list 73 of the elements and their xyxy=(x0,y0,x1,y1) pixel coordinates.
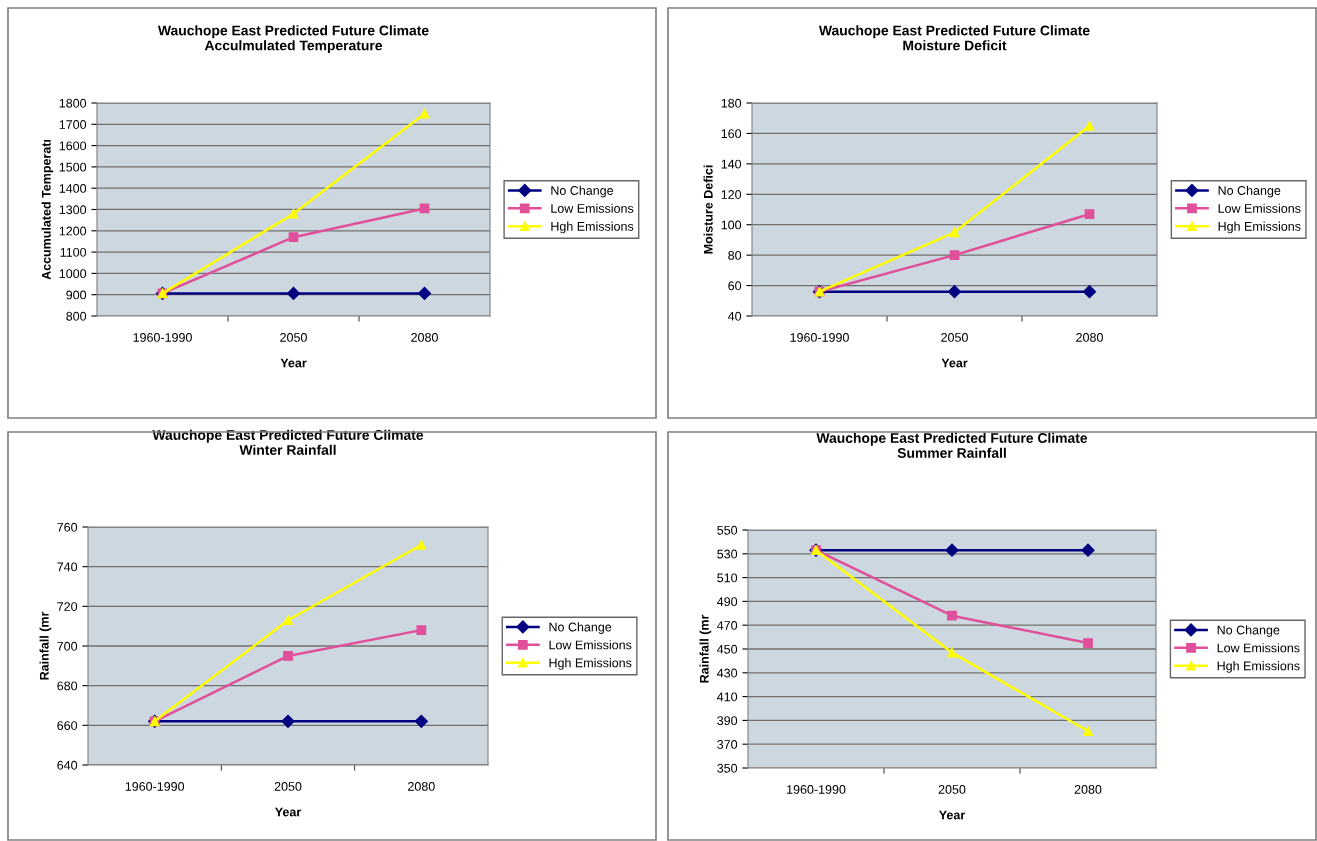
x-axis-title: Year xyxy=(280,358,307,368)
legend-label: Hgh Emissions xyxy=(1217,661,1300,673)
x-tick-label: 1960-1990 xyxy=(790,333,849,342)
y-tick-label: 350 xyxy=(717,763,738,773)
legend-label: No Change xyxy=(1217,625,1280,637)
y-tick-label: 120 xyxy=(721,190,742,199)
legend-label: Hgh Emissions xyxy=(549,658,632,670)
legend-label: Hgh Emissions xyxy=(551,221,634,234)
y-tick-label: 760 xyxy=(57,522,78,532)
y-axis-title: Moisture Defici xyxy=(703,165,713,254)
y-tick-label: 550 xyxy=(717,525,738,535)
chart-title: Wauchope East Predicted Future Climate Summer Rainfall xyxy=(816,432,1088,458)
y-tick-label: 1700 xyxy=(59,120,87,129)
x-tick-label: 2080 xyxy=(1076,333,1103,342)
y-tick-label: 530 xyxy=(717,549,738,559)
y-tick-label: 720 xyxy=(57,602,78,611)
legend-label: Low Emissions xyxy=(1217,643,1300,653)
y-tick-label: 900 xyxy=(66,290,87,300)
y-tick-label: 740 xyxy=(57,562,78,572)
chart-title: Wauchope East Predicted Future Climate Moisture Deficit xyxy=(818,25,1090,51)
y-tick-label: 140 xyxy=(721,159,742,169)
legend-label: No Change xyxy=(551,185,614,198)
y-tick-label: 160 xyxy=(721,129,742,139)
legend-label: Low Emissions xyxy=(1218,203,1301,213)
x-tick-label: 2050 xyxy=(274,782,302,791)
y-axis-title: Rainfall (mr xyxy=(699,614,712,683)
y-tick-label: 1000 xyxy=(59,269,87,279)
y-tick-label: 60 xyxy=(728,281,742,291)
y-tick-label: 800 xyxy=(66,311,87,321)
legend-label: Low Emissions xyxy=(549,640,632,650)
legend-label: No Change xyxy=(549,622,612,634)
y-tick-label: 1500 xyxy=(59,162,87,172)
y-tick-label: 1800 xyxy=(59,98,87,108)
y-tick-label: 640 xyxy=(57,760,78,770)
x-tick-label: 2050 xyxy=(280,333,307,342)
legend-label: No Change xyxy=(1218,185,1281,198)
x-tick-label: 2050 xyxy=(938,785,966,794)
y-tick-label: 470 xyxy=(717,621,738,630)
y-tick-label: 1100 xyxy=(60,247,87,257)
y-tick-label: 1300 xyxy=(59,205,87,215)
y-tick-label: 1400 xyxy=(59,184,87,193)
x-axis-title: Year xyxy=(941,358,968,368)
y-tick-label: 410 xyxy=(717,692,738,702)
y-axis-title: Rainfall (mr xyxy=(39,611,52,680)
legend-label: Hgh Emissions xyxy=(1218,221,1301,234)
x-tick-label: 2080 xyxy=(408,782,435,791)
y-tick-label: 1600 xyxy=(59,141,87,151)
chart-title: Wauchope East Predicted Future Climate Winter Rainfall xyxy=(152,429,424,455)
chart-title: Wauchope East Predicted Future Climate Acculmulated Temperature xyxy=(157,25,429,54)
y-tick-label: 510 xyxy=(717,573,738,583)
y-tick-label: 370 xyxy=(717,740,738,749)
y-tick-label: 450 xyxy=(717,644,738,654)
y-tick-label: 680 xyxy=(57,681,78,691)
y-tick-label: 1200 xyxy=(59,226,87,236)
y-tick-label: 390 xyxy=(717,716,738,726)
x-tick-label: 2080 xyxy=(411,333,438,342)
y-tick-label: 490 xyxy=(717,597,738,607)
x-tick-label: 2080 xyxy=(1074,785,1102,794)
x-tick-label: 2050 xyxy=(941,333,968,342)
x-tick-label: 1960-1990 xyxy=(787,785,846,794)
y-tick-label: 180 xyxy=(721,98,742,108)
y-tick-label: 660 xyxy=(57,721,78,730)
x-axis-title: Year xyxy=(275,807,302,817)
x-axis-title: Year xyxy=(939,810,966,820)
x-tick-label: 1960-1990 xyxy=(125,782,185,791)
y-tick-label: 40 xyxy=(727,311,742,321)
y-axis-title: Accumulated Temperatı xyxy=(41,139,54,280)
y-tick-label: 100 xyxy=(721,220,742,230)
x-tick-label: 1960-1990 xyxy=(133,333,192,342)
y-tick-label: 700 xyxy=(57,641,78,651)
y-tick-label: 80 xyxy=(728,250,742,260)
legend-label: Low Emissions xyxy=(551,203,634,213)
y-tick-label: 430 xyxy=(717,668,738,678)
